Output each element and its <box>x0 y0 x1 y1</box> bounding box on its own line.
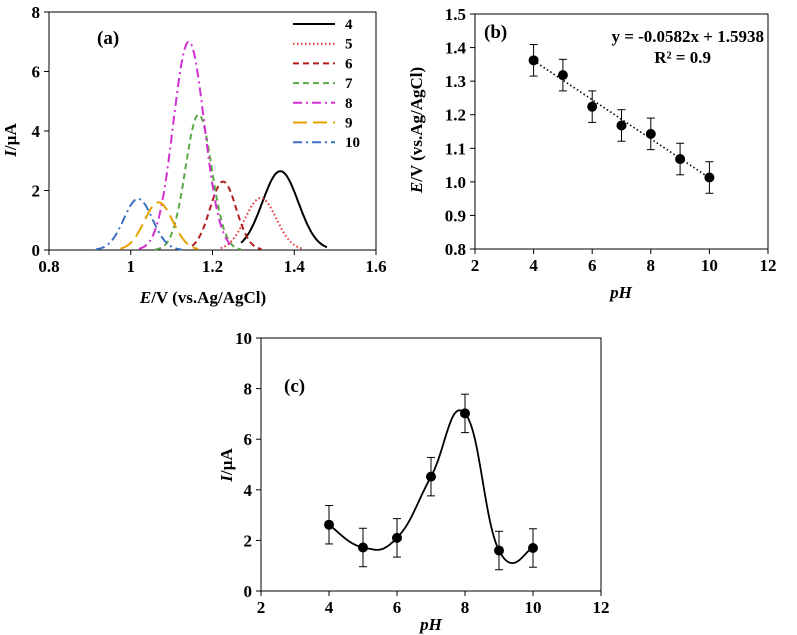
panel-a-y-tick-label: 6 <box>32 63 41 82</box>
panel-c-data-point <box>494 545 504 556</box>
panel-b-data-point <box>616 120 627 131</box>
panel-b-chart: 2 4 6 8 10 12 0.8 0.9 1.0 1.1 1.2 1.3 1.4 1.5 (b) y =… <box>407 5 777 302</box>
panel-a-y-tick-label: 0 <box>32 241 41 260</box>
panel-b-x-axis-label: pH <box>608 283 633 302</box>
panel-a-x-tick-label: 1.2 <box>202 257 223 276</box>
panel-c-y-axis-label-text: /µA <box>217 448 236 477</box>
panel-b-x-tick-label: 8 <box>647 256 656 275</box>
panel-b-x-tick-label: 4 <box>529 256 538 275</box>
panel-b-y-tick-label: 1.0 <box>445 173 466 192</box>
legend-label-5: 5 <box>345 37 353 53</box>
panel-c-y-tick-label: 4 <box>244 481 253 500</box>
panel-b-y-axis-label: E/V (vs.Ag/AgCl) <box>407 67 426 194</box>
panel-c-x-tick-label: 6 <box>393 598 402 617</box>
panel-b-y-tick-label: 0.9 <box>445 206 466 225</box>
panel-b-data-point <box>528 55 539 66</box>
panel-a-y-tick-label: 4 <box>32 122 41 141</box>
panel-b-y-tick-label: 1.1 <box>445 139 466 158</box>
panel-c-x-tick-label: 10 <box>525 598 542 617</box>
panel-a-x-axis-label: E/V (vs.Ag/AgCl) <box>139 288 266 307</box>
panel-c-y-tick-label: 6 <box>244 430 253 449</box>
panel-a-y-tick-label: 2 <box>32 182 41 201</box>
panel-c-data-point <box>392 532 402 543</box>
panel-a-legend: 4 5 6 7 8 9 10 <box>293 17 360 151</box>
panel-c-data-point <box>324 519 334 530</box>
panel-c-y-axis-label-symbol: I <box>217 474 236 483</box>
panel-b-data-point <box>704 172 715 183</box>
legend-label-10: 10 <box>345 135 360 151</box>
panel-c-data-point <box>358 542 368 553</box>
panel-c-x-tick-label: 8 <box>461 598 470 617</box>
panel-b-data-point <box>675 154 686 165</box>
panel-c-y-axis-label: I/µA <box>217 448 236 483</box>
panel-a-label: (a) <box>97 28 119 49</box>
series-4-curve <box>240 170 328 249</box>
panel-b-x-tick-label: 12 <box>760 256 777 275</box>
panel-a-y-axis-label: I/µA <box>1 123 20 158</box>
panel-b-y-tick-label: 1.3 <box>445 72 466 91</box>
legend-label-6: 6 <box>345 56 353 72</box>
panel-c-data-point <box>426 471 436 482</box>
panel-a-x-axis-label-symbol: E <box>139 288 151 307</box>
panel-a-y-axis-label-symbol: I <box>1 149 20 158</box>
panel-c-data <box>324 393 538 571</box>
panel-b-x-tick-label: 6 <box>588 256 597 275</box>
series-7-curve <box>155 113 242 251</box>
panel-c-y-tick-label: 8 <box>244 380 253 399</box>
panel-b-data-point <box>645 128 656 139</box>
panel-c-y-tick-label: 10 <box>235 329 252 348</box>
panel-c-x-tick-label: 2 <box>257 598 266 617</box>
panel-b-label: (b) <box>484 22 507 43</box>
panel-b-y-tick-label: 1.2 <box>445 106 466 125</box>
legend-label-9: 9 <box>345 116 353 132</box>
panel-b-y-tick-label: 1.5 <box>445 5 466 24</box>
legend-label-7: 7 <box>345 76 353 92</box>
panel-b-x-tick-label: 10 <box>701 256 718 275</box>
panel-b-axes: 2 4 6 8 10 12 0.8 0.9 1.0 1.1 1.2 1.3 1.4 1.5 <box>445 5 777 275</box>
panel-c-x-tick-label: 12 <box>593 598 610 617</box>
panel-c-plot-area <box>260 337 602 592</box>
panel-b-x-tick-label: 2 <box>471 256 480 275</box>
panel-b-data <box>528 44 715 194</box>
panel-b-y-tick-label: 0.8 <box>445 240 466 259</box>
panel-c-y-tick-label: 0 <box>244 582 253 601</box>
panel-c-y-tick-label: 2 <box>244 531 253 550</box>
panel-a-chart: 0.8 1 1.2 1.4 1.6 0 2 4 6 8 (a) 4 5 6 7 8 9 10 E/V (vs.… <box>1 3 387 307</box>
panel-c-x-axis-label-symbol: pH <box>418 615 443 634</box>
panel-a-x-tick-label: 1 <box>127 257 136 276</box>
panel-b-y-axis-label-symbol: E <box>407 182 426 194</box>
panel-b-y-axis-label-text: /V (vs.Ag/AgCl) <box>407 67 426 183</box>
panel-b-x-axis-label-symbol: pH <box>608 283 633 302</box>
panel-c-label: (c) <box>284 376 305 397</box>
panel-b-data-point <box>587 101 598 112</box>
panel-b-y-tick-label: 1.4 <box>445 39 467 58</box>
panel-c-x-axis-label: pH <box>418 615 443 634</box>
series-8-curve <box>138 40 234 250</box>
legend-label-4: 4 <box>345 17 353 33</box>
panel-a-y-tick-label: 8 <box>32 3 41 22</box>
panel-c-data-point <box>460 408 470 419</box>
panel-b-trendline-equation: y = -0.0582x + 1.5938 <box>611 27 764 46</box>
panel-c-x-tick-label: 4 <box>325 598 334 617</box>
panel-b-data-point <box>557 70 568 81</box>
panel-a-curves <box>95 40 328 251</box>
panel-b-plot-area <box>474 13 769 250</box>
legend-label-8: 8 <box>345 96 353 112</box>
panel-c-data-point <box>528 542 538 553</box>
panel-b-r-squared: R² = 0.9 <box>654 48 711 67</box>
series-6-curve <box>191 180 262 251</box>
panel-a-x-tick-label: 1.6 <box>365 257 386 276</box>
series-5-curve <box>220 196 303 250</box>
panel-a-x-tick-label: 1.4 <box>284 257 306 276</box>
panel-a-x-tick-label: 0.8 <box>38 257 59 276</box>
panel-a-x-axis-label-text: /V (vs.Ag/AgCl) <box>150 288 266 307</box>
series-10-curve <box>95 197 182 251</box>
series-9-curve <box>120 201 199 250</box>
panel-a-axes: 0.8 1 1.2 1.4 1.6 0 2 4 6 8 <box>32 3 387 276</box>
panel-a-y-axis-label-text: /µA <box>1 123 20 152</box>
